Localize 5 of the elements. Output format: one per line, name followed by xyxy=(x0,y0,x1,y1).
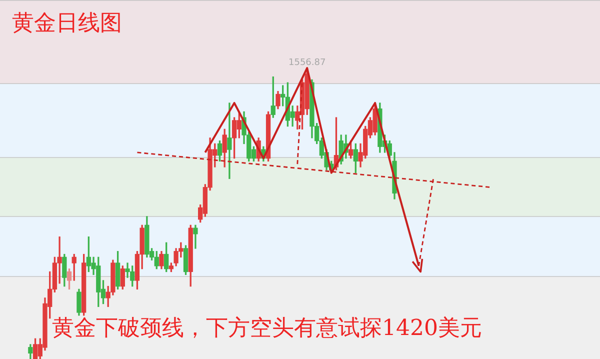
annotation: 1556.87 xyxy=(288,58,326,68)
candlestick xyxy=(193,224,198,249)
candlestick xyxy=(227,102,232,179)
annotation: 黄金下破颈线，下方空头有意试探1420美元 xyxy=(52,315,482,343)
chart-title: 黄金日线图 xyxy=(12,10,122,38)
